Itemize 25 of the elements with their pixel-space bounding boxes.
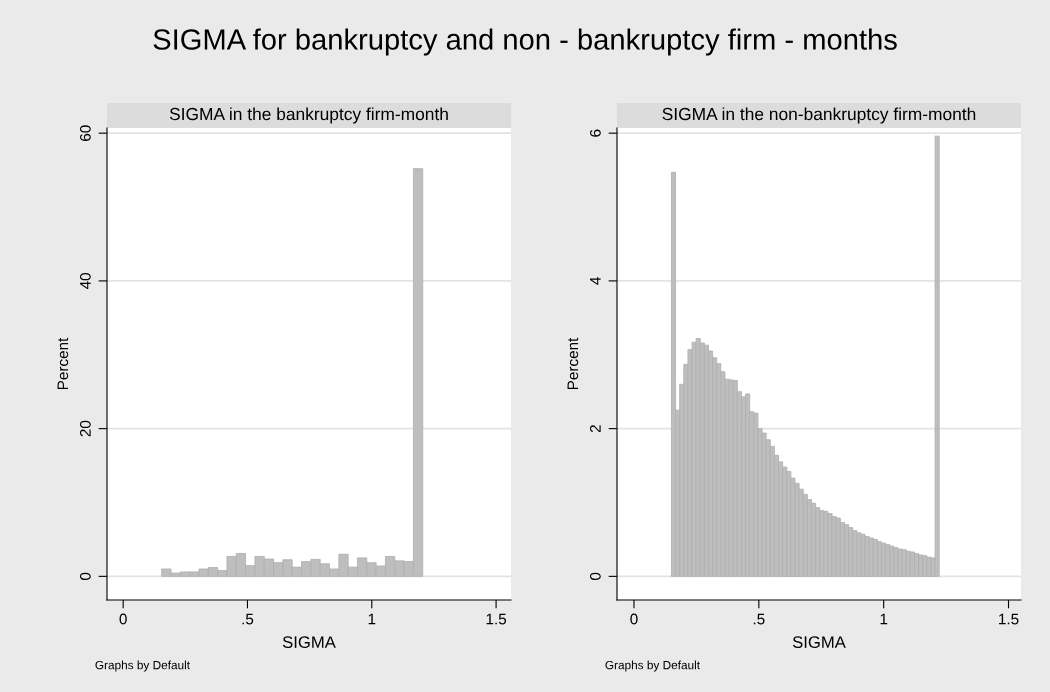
chart-title: SIGMA for bankruptcy and non - bankruptcy firm - months: [153, 28, 897, 56]
y-tick-label: 6: [589, 129, 601, 137]
x-axis-title: SIGMA: [282, 636, 336, 649]
y-axis-title: Percent: [567, 337, 579, 390]
y-tick-label: 40: [79, 273, 91, 290]
chart-subtitle: SIGMA in the non-bankruptcy firm-month: [662, 107, 976, 124]
y-tick-label: 20: [79, 420, 91, 437]
text: Graphs by Default: [605, 660, 700, 672]
x-tick-label: .5: [753, 613, 765, 625]
text: Graphs by Default: [95, 660, 190, 672]
x-tick-label: 1.5: [999, 613, 1019, 625]
y-tick-label: 2: [589, 425, 601, 433]
y-tick-label: 0: [589, 572, 601, 581]
y-tick-label: 4: [590, 277, 601, 285]
x-tick-label: 1: [880, 613, 888, 625]
chart-subtitle: SIGMA in the bankruptcy firm-month: [169, 107, 448, 124]
x-axis-title: SIGMA: [792, 636, 846, 649]
y-tick-label: 60: [79, 125, 91, 141]
y-tick-label: 0: [79, 572, 91, 581]
x-tick-label: 0: [119, 613, 127, 625]
x-tick-label: .5: [242, 613, 254, 625]
x-tick-label: 1.5: [486, 613, 507, 625]
x-tick-label: 0: [630, 613, 638, 625]
x-tick-label: 1: [368, 613, 376, 625]
y-axis-title: Percent: [57, 337, 69, 390]
